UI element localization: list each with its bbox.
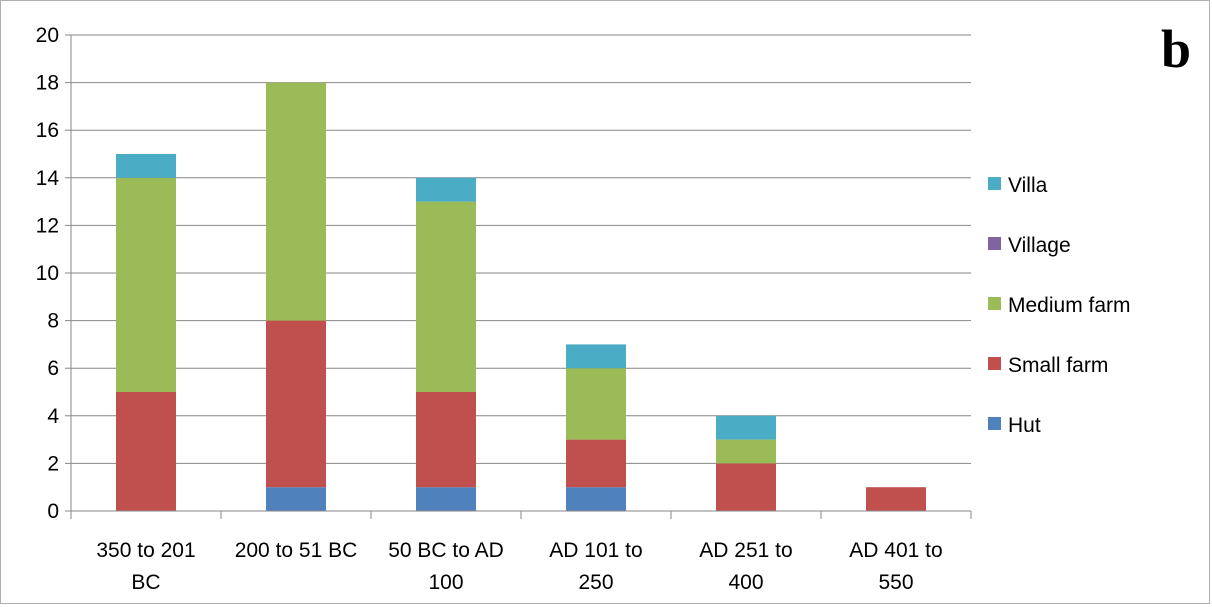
bar-small-farm [866,487,926,511]
x-tick-label: AD 401 to [849,539,942,562]
bar-medium-farm [416,201,476,392]
x-tick-label: 50 BC to AD [388,539,504,562]
legend-swatch [988,417,1001,430]
legend-label: Village [1008,234,1071,257]
bar-medium-farm [716,439,776,464]
bar-hut [566,487,626,511]
x-tick-label: 350 to 201 [96,539,195,562]
bar-small-farm [266,320,326,488]
bar-small-farm [716,463,776,511]
x-tick-labels: 350 to 201 BC 200 to 51 BC 50 BC to AD 100 AD… [96,539,942,594]
y-tick-label: 12 [36,214,59,237]
legend-swatch [988,357,1001,370]
y-tick-labels: 0 2 4 6 8 10 12 14 16 18 20 [36,24,60,523]
bar-villa [416,177,476,202]
gridlines [71,34,971,464]
bar-hut [416,487,476,511]
bar-villa [116,154,176,178]
y-tick-label: 4 [47,405,59,428]
y-tick-label: 0 [47,500,59,523]
legend: Villa Village Medium farm Small farm Hut [988,174,1131,437]
x-tick-label: 250 [578,571,613,594]
legend-label: Villa [1008,174,1048,197]
bar-villa [716,415,776,440]
bar-medium-farm [566,368,626,440]
x-tick-label: 100 [428,571,463,594]
bar-small-farm [566,439,626,488]
x-tick-label: BC [131,571,160,594]
legend-label: Medium farm [1008,294,1131,317]
y-tick-label: 18 [36,72,59,95]
x-tick-label: 400 [728,571,763,594]
bar-medium-farm [116,177,176,392]
x-tick-label: AD 101 to [549,539,642,562]
bars [116,82,926,511]
bar-villa [566,344,626,369]
y-tick-label: 2 [47,452,59,475]
y-tick-label: 6 [47,357,59,380]
panel-letter: b [1161,19,1191,79]
x-tick-label: 550 [878,571,913,594]
bar-medium-farm [266,82,326,321]
x-tick-label: AD 251 to [699,539,792,562]
axes [65,34,972,519]
y-tick-label: 10 [36,262,59,285]
legend-swatch [988,237,1001,250]
legend-swatch [988,177,1001,190]
bar-small-farm [116,392,176,511]
y-tick-label: 8 [47,310,59,333]
legend-label: Small farm [1008,354,1108,377]
y-tick-label: 14 [36,167,60,190]
bar-small-farm [416,392,476,488]
legend-label: Hut [1008,414,1041,437]
bar-hut [266,487,326,511]
y-tick-label: 20 [36,24,59,47]
y-tick-label: 16 [36,119,59,142]
x-tick-label: 200 to 51 BC [235,539,358,562]
legend-swatch [988,297,1001,310]
